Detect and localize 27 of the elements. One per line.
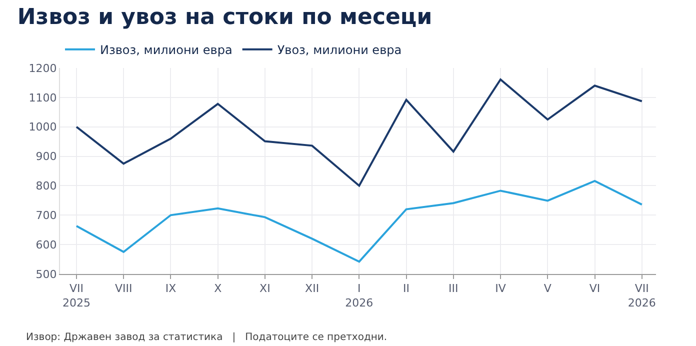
x-tick-label: VI — [589, 282, 600, 296]
x-tick-label: III — [448, 282, 458, 296]
y-tick-label: 1100 — [28, 91, 57, 104]
line-series — [75, 180, 643, 263]
x-tick-label: IX — [165, 282, 177, 296]
x-tick-label: I 2026 — [345, 282, 374, 310]
y-tick-label: 500 — [36, 268, 57, 281]
text: Извор: Државен завод за статистика | Податоците се претходни. — [26, 332, 388, 343]
y-tick-label: 1000 — [28, 120, 57, 134]
x-tick-label: XII — [305, 282, 320, 296]
legend-label: Извоз, милиони евра — [100, 43, 232, 58]
y-tick-label: 700 — [36, 208, 57, 222]
y-tick-label: 1200 — [28, 62, 57, 75]
x-tick-label: V — [544, 282, 552, 296]
x-tick-label: IV — [495, 282, 506, 296]
x-tick-label: VIII — [114, 282, 132, 296]
x-tick-label: II — [403, 282, 410, 296]
legend-label: Увоз, милиони евра — [277, 43, 402, 58]
line-series — [75, 78, 643, 187]
chart-title: Извоз и увоз на стоки по месеци — [17, 5, 432, 30]
y-tick-label: 600 — [36, 238, 57, 252]
x-tick-label: X — [214, 282, 222, 296]
x-tick-label: VII 2026 — [628, 282, 656, 310]
x-tick-label: VII 2025 — [62, 282, 90, 310]
y-tick-label: 900 — [36, 150, 57, 164]
y-tick-label: 800 — [36, 180, 57, 193]
x-tick-label: XI — [260, 282, 270, 296]
